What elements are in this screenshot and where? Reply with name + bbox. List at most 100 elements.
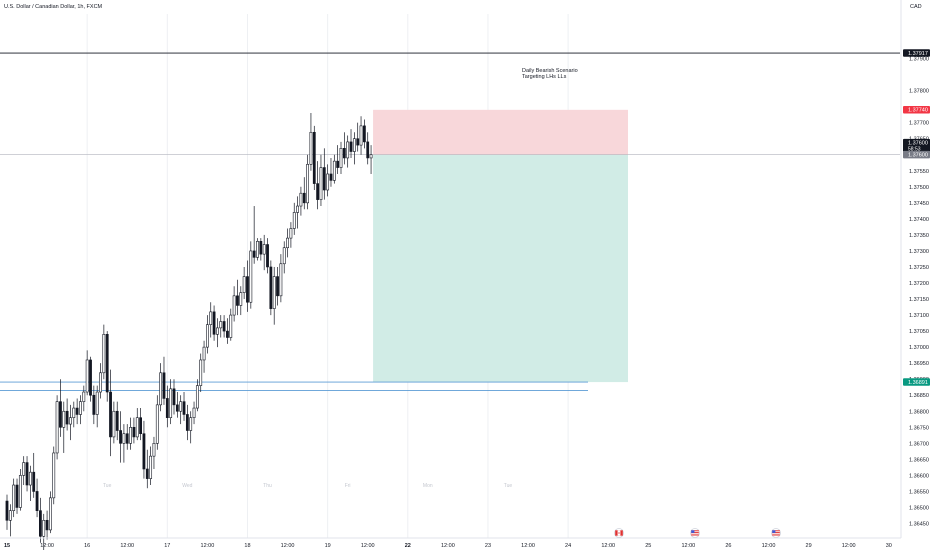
candle-body: [272, 276, 276, 309]
symbol-title[interactable]: U.S. Dollar / Canadian Dollar, 1h, FXCM: [4, 4, 103, 10]
candle: [142, 420, 146, 479]
candle-body: [59, 401, 62, 428]
x-tick-label: 16: [84, 543, 90, 549]
x-tick-label: 12:00: [762, 543, 776, 549]
x-tick-label: 12:00: [281, 543, 295, 549]
candle-body: [349, 141, 353, 152]
candle: [312, 125, 316, 191]
candle: [42, 513, 46, 550]
candle-body: [266, 244, 269, 268]
candle-body: [169, 388, 173, 418]
candle: [266, 238, 269, 274]
y-tick-label: 1.37700: [909, 121, 929, 127]
stop-price-label-badge: [903, 106, 930, 114]
candle-body: [359, 125, 363, 146]
candle: [349, 129, 353, 158]
candle: [18, 468, 22, 511]
candle-body: [319, 167, 323, 200]
candle: [209, 302, 213, 338]
x-tick-label: 24: [565, 543, 571, 549]
candle-body: [322, 167, 326, 191]
stop-loss-zone[interactable]: [373, 109, 628, 155]
y-tick-label: 1.36850: [909, 393, 929, 399]
candle-body: [306, 164, 310, 204]
candle: [172, 379, 176, 415]
x-tick-label: 12:00: [120, 543, 134, 549]
candle-body: [346, 141, 350, 159]
candle-body: [256, 241, 259, 258]
candle-body: [216, 327, 219, 335]
us-flag-icon[interactable]: [771, 528, 781, 538]
last-price-label-badge: [903, 138, 930, 152]
candle: [72, 401, 76, 428]
annotation-line-2: Targeting LHs LLs: [522, 74, 567, 80]
last-price-label: 1.37600: [908, 141, 928, 147]
candle-body: [336, 160, 340, 168]
candle-body: [236, 295, 239, 306]
profit-target-zone[interactable]: [373, 154, 628, 383]
candle-body: [229, 314, 233, 338]
candle: [286, 228, 289, 258]
candle: [246, 260, 249, 312]
weekday-watermark: Tue: [504, 483, 513, 489]
economic-events[interactable]: [614, 528, 781, 538]
y-tick-label: 1.37800: [909, 89, 929, 95]
horizontal-lines[interactable]: [0, 52, 900, 391]
position-zones[interactable]: [373, 109, 628, 383]
candle: [366, 132, 370, 165]
candle-body: [232, 295, 236, 316]
candle: [369, 145, 373, 174]
candle: [125, 424, 129, 450]
candle: [342, 132, 346, 165]
y-tick-label: 1.36750: [909, 425, 929, 431]
candle: [79, 395, 82, 425]
candle: [112, 401, 116, 444]
candle-body: [366, 141, 370, 159]
candle: [192, 401, 196, 425]
candle-body: [165, 398, 169, 418]
y-tick-label: 1.36650: [909, 457, 929, 463]
x-tick-label: 12:00: [601, 543, 615, 549]
candle: [316, 161, 320, 210]
candle: [279, 254, 283, 303]
x-tick-label: 15: [4, 543, 10, 549]
x-tick-label: 25: [645, 543, 651, 549]
candle-body: [25, 462, 29, 486]
y-tick-label: 1.36800: [909, 409, 929, 415]
candle-body: [326, 173, 330, 191]
candle: [336, 145, 340, 174]
candle: [132, 417, 136, 444]
candle-body: [369, 154, 373, 159]
x-tick-label: 12:00: [201, 543, 215, 549]
candle-body: [82, 391, 86, 402]
candle: [12, 478, 16, 518]
candle-body: [135, 417, 139, 438]
weekday-watermarks: Tue Wed Thu Fri Mon Tue: [103, 483, 512, 489]
candle-body: [302, 192, 306, 204]
candle-body: [28, 471, 32, 486]
candle-body: [209, 311, 213, 325]
currency-label[interactable]: CAD: [910, 4, 922, 10]
canada-flag-icon[interactable]: [614, 528, 624, 538]
y-tick-label: 1.37350: [909, 233, 929, 239]
candle-body: [105, 334, 109, 393]
candle: [195, 379, 199, 412]
candle-body: [159, 372, 163, 406]
candle-body: [179, 401, 183, 412]
y-tick-label: 1.37200: [909, 281, 929, 287]
y-tick-label: 1.37500: [909, 185, 929, 191]
candle-body: [242, 276, 246, 293]
candle-body: [279, 263, 283, 297]
candle: [232, 286, 236, 322]
y-tick-label: 1.37150: [909, 297, 929, 303]
candle: [356, 122, 360, 152]
annotation-group[interactable]: Daily Bearish Scenario Targeting LHs LLs: [522, 68, 578, 80]
candle-body: [5, 500, 9, 521]
x-tick-label: 18: [244, 543, 250, 549]
candle-body: [296, 205, 299, 213]
candle: [262, 234, 266, 271]
us-flag-icon[interactable]: [690, 528, 700, 538]
time-axis[interactable]: 15 12:00 16 12:00 17 12:00 18 12:00 19 12:00 22 12:…: [4, 543, 892, 549]
x-tick-label: 12:00: [681, 543, 695, 549]
